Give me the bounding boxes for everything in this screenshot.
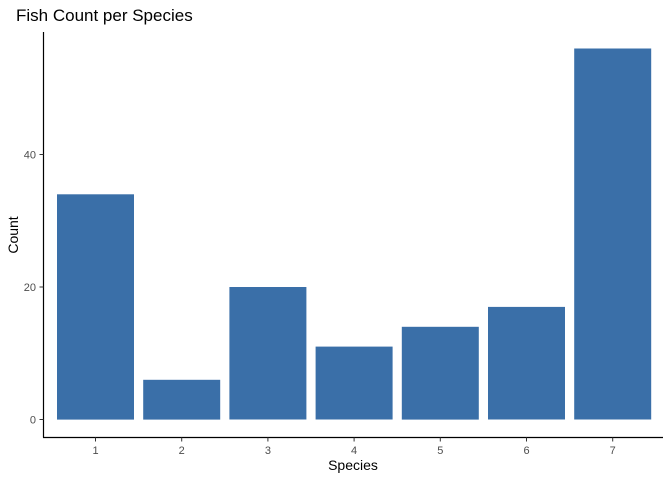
bar-species-7 <box>574 48 652 420</box>
x-tick-label-4: 4 <box>351 445 357 457</box>
bar-species-4 <box>315 346 393 420</box>
x-tick-label-7: 7 <box>610 445 616 457</box>
y-tick-label-0: 0 <box>30 415 36 427</box>
x-axis-title: Species <box>328 457 378 473</box>
y-tick-label-20: 20 <box>24 282 36 294</box>
chart-title: Fish Count per Species <box>16 6 193 25</box>
y-axis-ticks: 0 20 40 <box>24 150 44 427</box>
bar-species-5 <box>401 326 479 420</box>
bar-species-3 <box>229 287 307 420</box>
bar-species-2 <box>143 379 221 420</box>
x-tick-label-6: 6 <box>523 445 529 457</box>
y-tick-label-40: 40 <box>24 150 36 162</box>
x-axis-ticks: 1 2 3 4 5 6 7 <box>92 437 616 457</box>
x-tick-label-2: 2 <box>179 445 185 457</box>
x-tick-label-5: 5 <box>437 445 443 457</box>
x-tick-label-3: 3 <box>265 445 271 457</box>
bars-group <box>57 48 652 420</box>
y-axis-title: Count <box>5 216 21 253</box>
bar-species-6 <box>488 306 565 420</box>
bar-species-1 <box>57 194 134 420</box>
x-tick-label-1: 1 <box>92 445 98 457</box>
